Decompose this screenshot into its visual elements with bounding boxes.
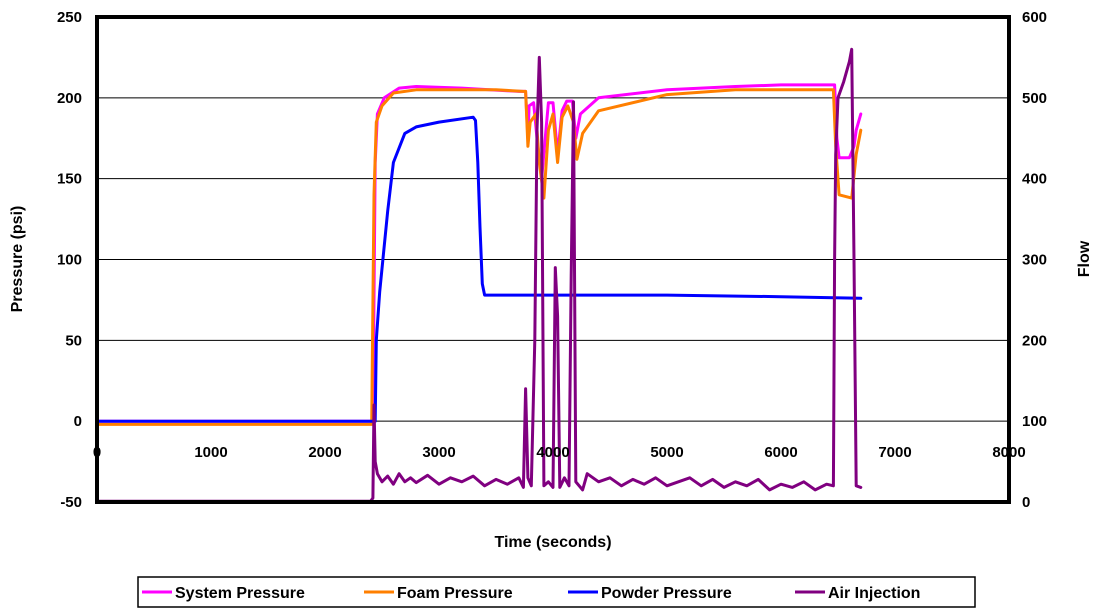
legend-item-air-injection: Air Injection: [795, 585, 920, 602]
legend-box: [137, 576, 976, 608]
y-tick-label: 150: [57, 171, 82, 188]
x-tick-label: 4000: [536, 444, 569, 461]
series-line-powder-pressure: [95, 115, 863, 423]
y2-tick-label: 600: [1022, 9, 1047, 26]
legend-label: Air Injection: [828, 585, 920, 602]
legend-item-powder-pressure: Powder Pressure: [568, 585, 732, 602]
y-axis-title: Pressure (psi): [9, 206, 26, 313]
series-line-foam-pressure: [95, 88, 863, 426]
x-tick-label: 1000: [194, 444, 227, 461]
series-line-system-pressure: [95, 83, 863, 423]
legend-label: System Pressure: [175, 585, 305, 602]
y2-axis-title: Flow: [1076, 240, 1093, 277]
y-tick-label: -50: [60, 494, 82, 511]
y2-axis-tick-labels: 600 500 400 300 200 100 0: [1022, 9, 1047, 511]
y2-tick-label: 300: [1022, 252, 1047, 269]
y2-tick-label: 400: [1022, 171, 1047, 188]
x-tick-label: 6000: [764, 444, 797, 461]
y-tick-label: 0: [74, 413, 82, 430]
y2-tick-label: 500: [1022, 90, 1047, 107]
plot-area-frame: [95, 15, 1011, 504]
legend-label: Powder Pressure: [601, 585, 732, 602]
x-tick-label: 8000: [992, 444, 1025, 461]
y2-tick-label: 200: [1022, 332, 1047, 349]
x-axis-tick-labels: 0 1000 2000 3000 4000 5000 6000 7000 8000: [93, 444, 1026, 461]
legend-item-system-pressure: System Pressure: [142, 585, 305, 602]
legend-item-foam-pressure: Foam Pressure: [364, 585, 513, 602]
x-tick-label: 7000: [878, 444, 911, 461]
x-tick-label: 5000: [650, 444, 683, 461]
legend: System Pressure Foam Pressure Powder Press…: [137, 576, 976, 608]
y-tick-label: 100: [57, 252, 82, 269]
x-tick-label: 0: [93, 444, 101, 461]
x-tick-label: 3000: [422, 444, 455, 461]
y-tick-label: 200: [57, 90, 82, 107]
x-tick-label: 2000: [308, 444, 341, 461]
series-lines: [95, 47, 863, 503]
y2-tick-label: 0: [1022, 494, 1030, 511]
y-axis-tick-labels: 250 200 150 100 50 0 -50: [57, 9, 82, 511]
x-axis-title: Time (seconds): [494, 534, 611, 551]
y-tick-label: 250: [57, 9, 82, 26]
y2-tick-label: 100: [1022, 413, 1047, 430]
legend-label: Foam Pressure: [397, 585, 513, 602]
y-tick-label: 50: [65, 332, 82, 349]
series-line-air-injection: [95, 47, 863, 503]
